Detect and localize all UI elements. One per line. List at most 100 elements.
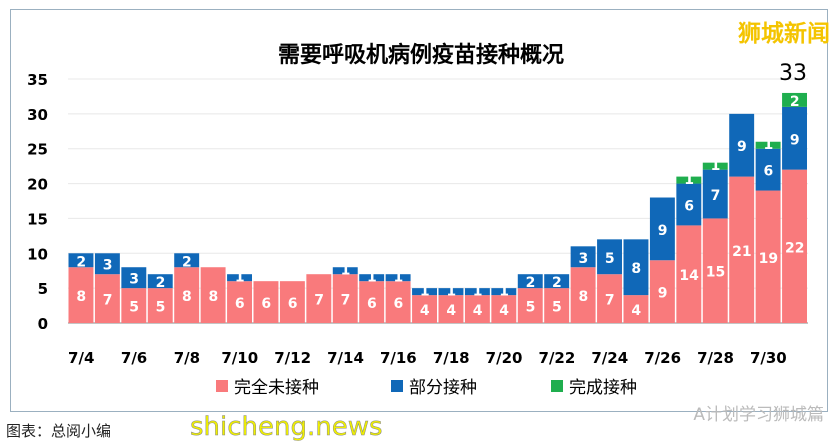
legend-swatch	[551, 380, 563, 392]
x-tick-label: 7/30	[750, 349, 787, 367]
y-tick-label: 5	[38, 280, 48, 298]
bar-segment	[729, 113, 755, 177]
bar-segment	[597, 274, 622, 323]
bar-segment	[755, 190, 781, 323]
bar-segment	[147, 288, 173, 323]
data-label: 6	[367, 296, 377, 312]
data-label: 7	[605, 293, 615, 309]
bar-segment	[438, 295, 464, 323]
chart-title: 需要呼吸机病例疫苗接种概况	[278, 42, 564, 68]
bar-segment	[623, 295, 649, 323]
data-label: 4	[631, 303, 641, 319]
data-label: 7	[711, 188, 721, 204]
x-tick-label: 7/16	[380, 349, 417, 367]
bar-segment	[359, 274, 385, 282]
bar-segment	[174, 253, 200, 268]
bar-segment	[306, 274, 332, 323]
data-label: 5	[552, 300, 562, 316]
bar-segment	[253, 281, 279, 323]
bar-segment	[544, 274, 570, 289]
bar-segment	[332, 267, 358, 275]
bar-segment	[68, 267, 94, 323]
bar-segment	[649, 197, 675, 261]
x-tick-label: 7/8	[174, 349, 200, 367]
data-label: 8	[182, 289, 192, 305]
y-tick-label: 25	[27, 141, 48, 159]
legend-swatch	[391, 380, 403, 392]
data-label: 4	[420, 303, 430, 319]
data-label: 14	[679, 268, 699, 284]
data-label: 5	[156, 300, 166, 316]
x-tick-label: 7/24	[591, 349, 628, 367]
data-label: 7	[341, 293, 351, 309]
bar-segment	[702, 169, 728, 219]
data-label: 6	[288, 296, 298, 312]
data-label: 3	[103, 258, 113, 274]
data-label: 6	[684, 198, 694, 214]
bar-segment	[121, 267, 147, 289]
legend-label: 完成接种	[569, 378, 637, 398]
x-tick-label: 7/12	[274, 349, 311, 367]
x-tick-label: 7/6	[121, 349, 147, 367]
data-label: 9	[658, 223, 668, 239]
bar-segment	[200, 267, 226, 323]
bar-segment	[597, 239, 622, 275]
x-tick-label: 7/20	[486, 349, 523, 367]
bar-segment	[676, 225, 702, 323]
data-label: 5	[526, 300, 536, 316]
y-tick-label: 0	[38, 315, 48, 333]
x-tick-label: 7/22	[539, 349, 576, 367]
bar-segment	[359, 281, 385, 323]
data-label: 1	[393, 270, 403, 286]
footer-credit: 图表：总阅小编	[6, 422, 112, 440]
bar-segment	[121, 288, 147, 323]
legend: 完全未接种 部分接种 完成接种	[216, 378, 637, 398]
y-tick-label: 15	[27, 210, 48, 228]
data-label: 19	[759, 251, 778, 267]
data-label: 1	[235, 270, 245, 286]
bar-segment	[570, 267, 596, 323]
bar-segment	[517, 274, 543, 289]
data-label: 6	[235, 296, 245, 312]
x-tick-label: 7/18	[433, 349, 470, 367]
data-label: 8	[76, 289, 86, 305]
bar-segment	[676, 183, 702, 226]
bar-segment	[755, 148, 781, 191]
x-tick-label: 7/10	[221, 349, 258, 367]
bar-segment	[227, 274, 252, 282]
legend-swatch	[216, 380, 228, 392]
data-label: 9	[658, 286, 668, 302]
data-label: 6	[393, 296, 403, 312]
data-label: 7	[314, 293, 324, 309]
wechat-source: A计划学习狮城篇	[693, 405, 824, 425]
brand-logo: 狮城新闻	[738, 21, 830, 47]
data-label: 1	[711, 158, 721, 174]
bar-segment	[94, 253, 120, 275]
bar-segment	[412, 288, 437, 296]
bar-segment	[412, 295, 437, 323]
data-label: 2	[182, 254, 192, 270]
data-label: 9	[737, 139, 747, 155]
bar-segment	[147, 274, 173, 289]
data-label: 8	[578, 289, 588, 305]
bar-segment	[279, 281, 305, 323]
data-label: 2	[526, 275, 536, 291]
data-label: 6	[763, 164, 773, 180]
watermark: shicheng.news	[190, 412, 383, 443]
data-label: 1	[499, 284, 509, 300]
data-label: 1	[684, 172, 694, 188]
x-tick-label: 7/28	[697, 349, 734, 367]
bar-segment	[782, 106, 807, 170]
bar-segment	[570, 246, 596, 268]
data-label: 8	[208, 289, 218, 305]
data-label: 8	[631, 261, 641, 277]
bar-segment	[676, 176, 702, 184]
bar-segment	[702, 162, 728, 170]
data-label: 3	[578, 251, 588, 267]
data-label: 3	[129, 272, 139, 288]
bar-segment	[755, 141, 781, 149]
y-tick-label: 10	[27, 245, 48, 263]
